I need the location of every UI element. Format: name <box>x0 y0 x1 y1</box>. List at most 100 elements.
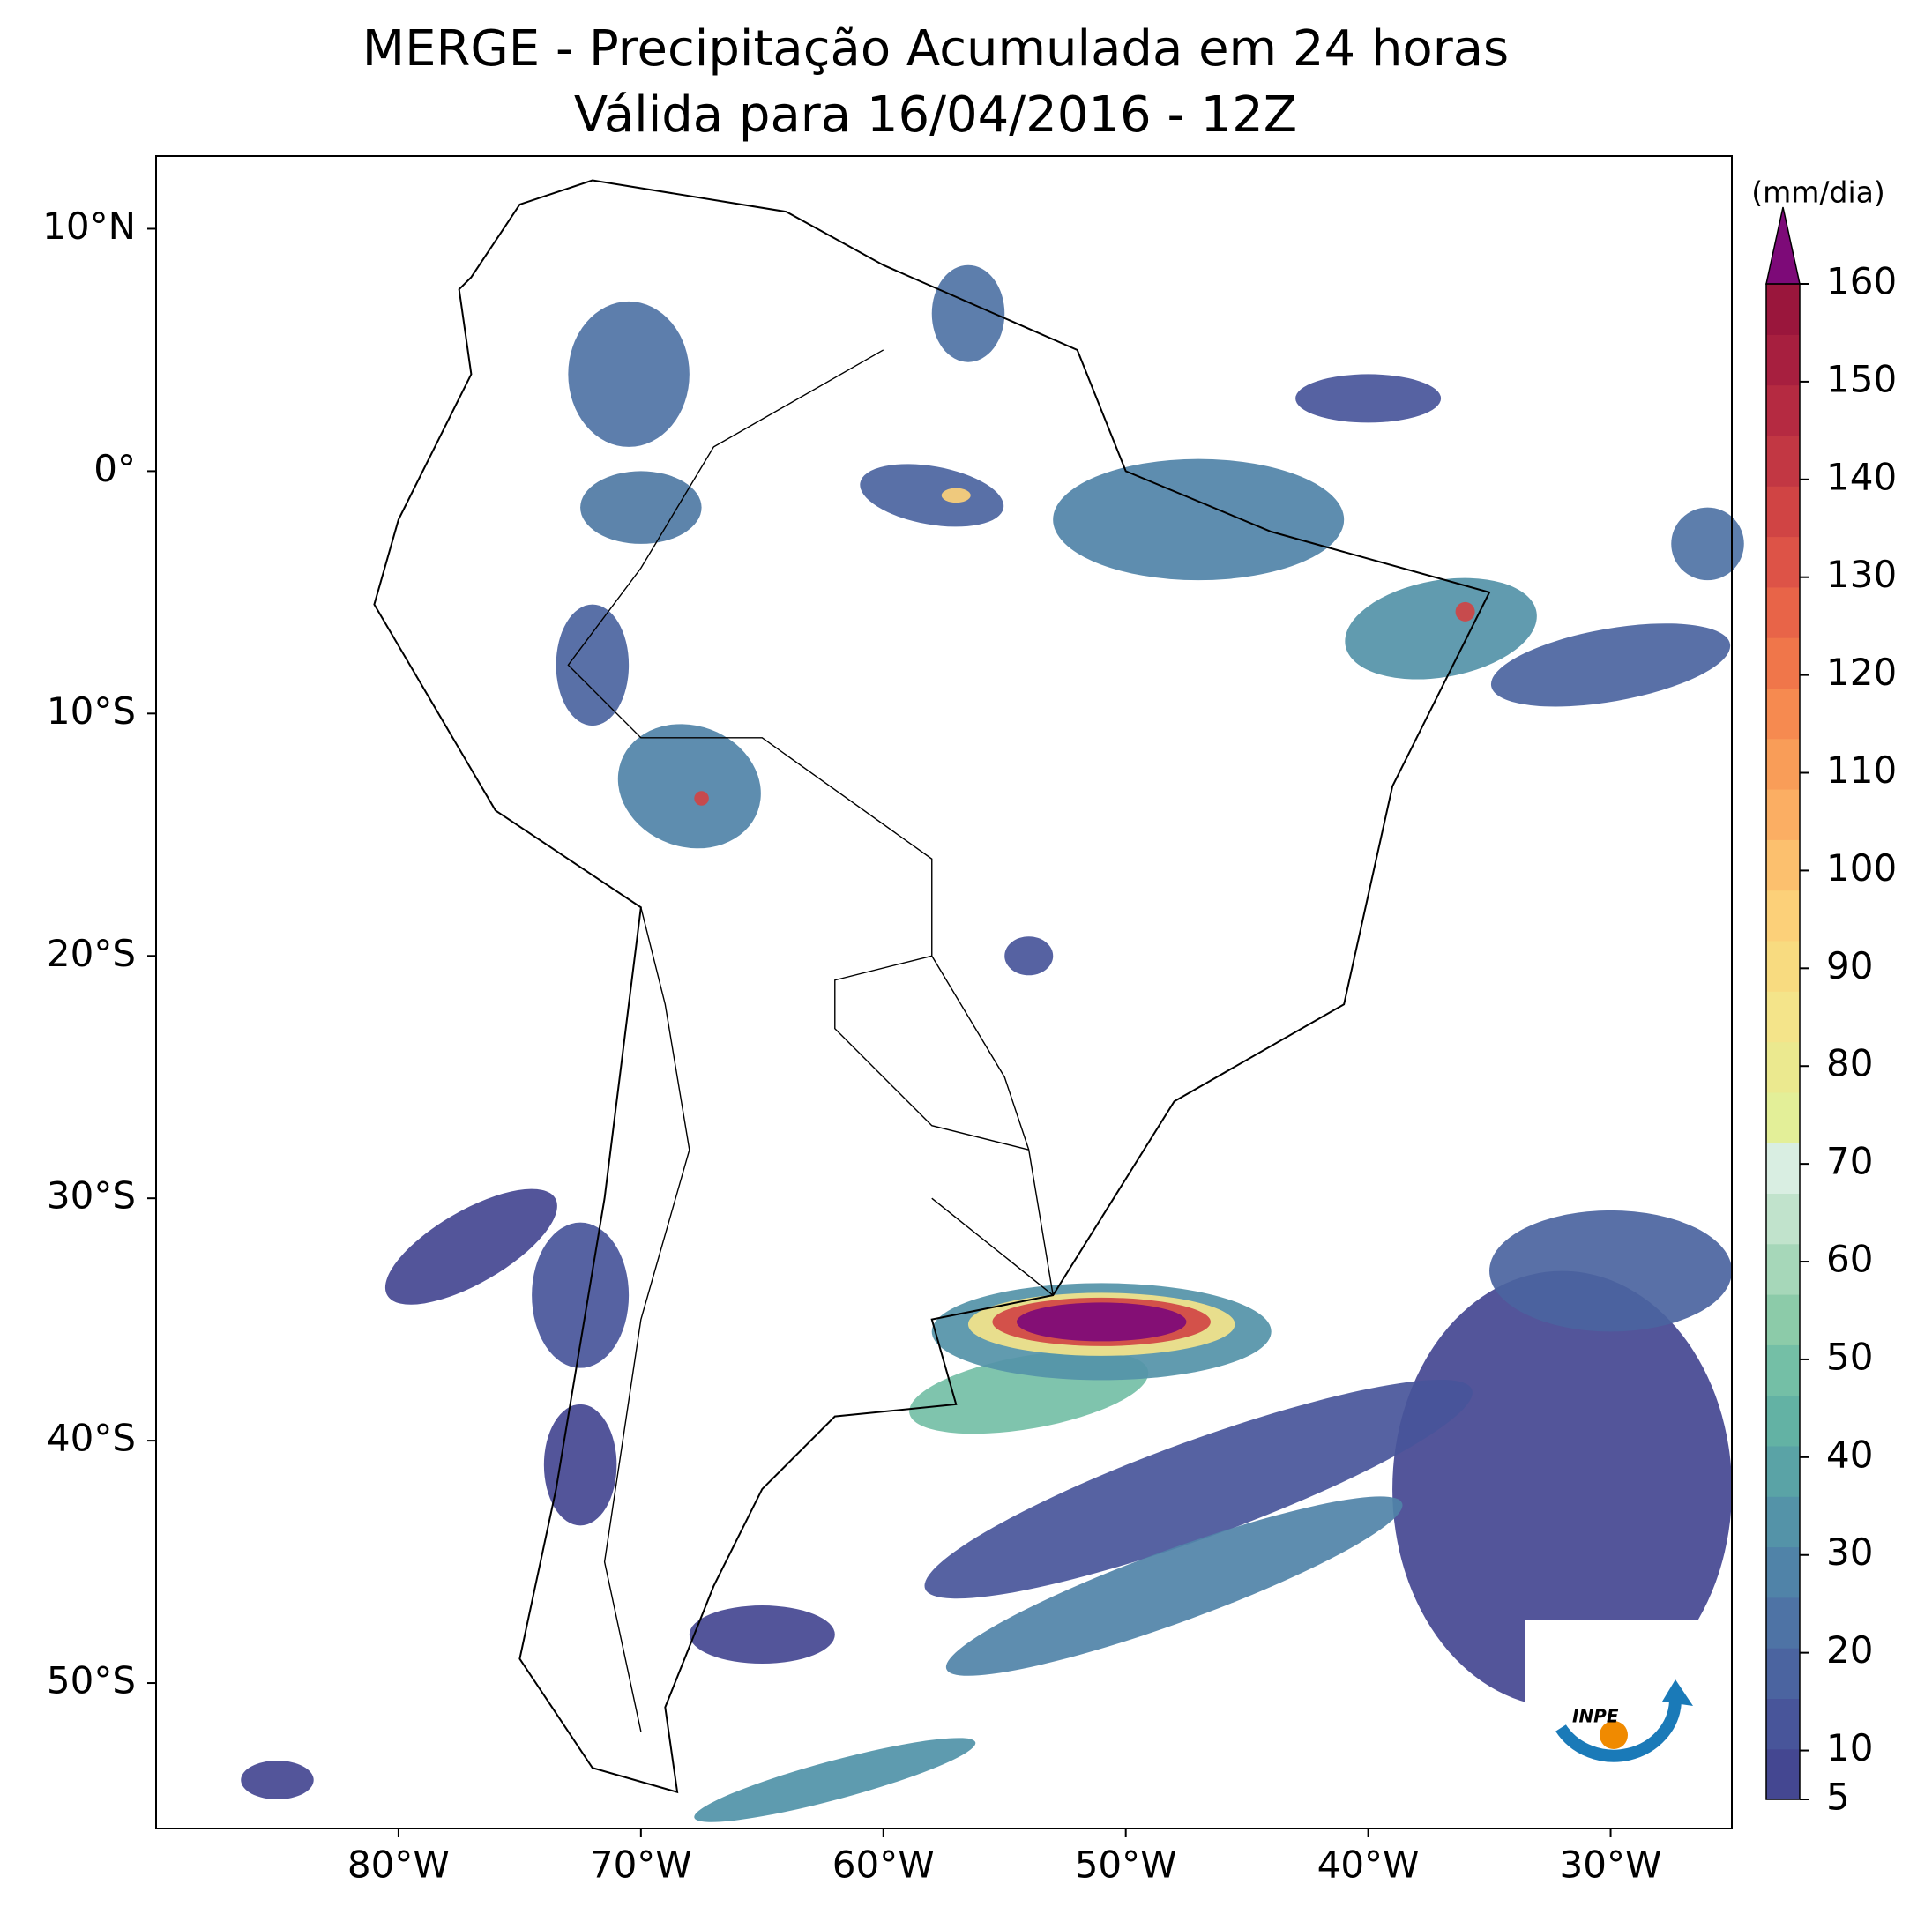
colorbar-tick-label: 160 <box>1826 260 1897 303</box>
colorbar-segment <box>1766 586 1800 638</box>
precip-area <box>1392 1270 1733 1708</box>
colorbar-segment <box>1766 839 1800 891</box>
colorbar-segment <box>1766 1445 1800 1497</box>
border <box>834 955 1029 1151</box>
colorbar-tick-label: 30 <box>1826 1530 1873 1574</box>
colorbar-segment <box>1766 738 1800 790</box>
colorbar-segment <box>1766 536 1800 588</box>
colorbar-tick-label: 110 <box>1826 748 1897 792</box>
colorbar-segment <box>1766 940 1800 992</box>
colorbar-tick-label: 80 <box>1826 1042 1873 1085</box>
y-tick-label: 50°S <box>47 1659 136 1702</box>
colorbar-segment <box>1766 1546 1800 1598</box>
colorbar-tick-label: 40 <box>1826 1433 1873 1476</box>
colorbar-segment <box>1766 384 1800 436</box>
precip-area <box>1490 623 1731 707</box>
precip-area <box>945 1496 1403 1676</box>
colorbar-segment <box>1766 486 1800 538</box>
colorbar-segment <box>1766 1344 1800 1396</box>
precip-area <box>1053 458 1345 581</box>
colorbar-segment <box>1766 334 1800 386</box>
colorbar-tick-label: 100 <box>1826 846 1897 890</box>
colorbar-tick-label: 90 <box>1826 944 1873 987</box>
colorbar-tick-label: 140 <box>1826 455 1897 498</box>
precip-area <box>924 1379 1473 1599</box>
border <box>603 907 690 1732</box>
precip-area <box>568 301 690 447</box>
colorbar-segment <box>1766 637 1800 689</box>
colorbar-tick-label: 10 <box>1826 1726 1873 1769</box>
colorbar-segment <box>1766 435 1800 487</box>
y-tick-label: 10°N <box>42 205 136 248</box>
colorbar-segment <box>1766 1496 1800 1548</box>
colorbar-segment <box>1766 1748 1800 1800</box>
y-tick-label: 20°S <box>47 932 136 975</box>
colorbar-segment <box>1766 1243 1800 1295</box>
colorbar-frame <box>1765 283 1801 1800</box>
colorbar-tick-label: 130 <box>1826 553 1897 596</box>
precip-area <box>689 1605 835 1665</box>
x-tick-label: 80°W <box>347 1843 450 1887</box>
colorbar-segment <box>1766 284 1800 335</box>
precip-area <box>1004 936 1054 976</box>
colorbar-tick-label: 50 <box>1826 1335 1873 1378</box>
colorbar-segment <box>1766 1091 1800 1143</box>
precip-area <box>617 724 761 849</box>
x-tick-label: 70°W <box>590 1843 692 1887</box>
precip-area <box>1345 577 1537 680</box>
x-tick-label: 60°W <box>832 1843 935 1887</box>
precip-area <box>1455 601 1475 622</box>
colorbar-tick-label: 120 <box>1826 651 1897 694</box>
precip-area <box>556 604 630 726</box>
y-tick-label: 30°S <box>47 1174 136 1218</box>
logo-text: INPE <box>1572 1706 1619 1727</box>
colorbar-segment <box>1766 1597 1800 1649</box>
border <box>931 1197 1054 1296</box>
title: MERGE - Precipitação Acumulada em 24 hor… <box>362 20 1509 78</box>
colorbar-segment <box>1766 688 1800 740</box>
x-tick-label: 40°W <box>1317 1843 1420 1887</box>
colorbar-segment <box>1766 1041 1800 1093</box>
precip-area <box>941 488 971 503</box>
precip-area <box>543 1404 617 1526</box>
precip-area <box>1671 507 1744 581</box>
colorbar-extend <box>1765 206 1801 285</box>
precip-area <box>1016 1302 1187 1342</box>
colorbar-label: (mm/dia) <box>1751 175 1885 210</box>
colorbar-tick-label: 20 <box>1826 1628 1873 1672</box>
colorbar-segment <box>1766 991 1800 1043</box>
x-tick-label: 30°W <box>1560 1843 1662 1887</box>
precip-area <box>384 1188 557 1305</box>
logo-arc <box>1555 1701 1682 1762</box>
y-tick-label: 10°S <box>47 689 136 733</box>
colorbar-segment <box>1766 789 1800 840</box>
colorbar-segment <box>1766 1143 1800 1194</box>
colorbar-segment <box>1766 1395 1800 1447</box>
precip-area <box>532 1222 630 1368</box>
y-tick-label: 40°S <box>47 1417 136 1460</box>
colorbar-tick-label: 60 <box>1826 1238 1873 1281</box>
y-tick-label: 0° <box>93 447 136 490</box>
colorbar-segment <box>1766 890 1800 942</box>
precip-area <box>241 1761 314 1800</box>
colorbar-segment <box>1766 1193 1800 1245</box>
border <box>567 349 1054 1296</box>
logo-arrow <box>1662 1679 1693 1706</box>
precip-area <box>694 1738 976 1822</box>
map <box>241 179 1744 1822</box>
coastline <box>373 179 1491 1794</box>
precip-area <box>931 264 1005 362</box>
colorbar-tick-label: 150 <box>1826 357 1897 400</box>
logo-dot <box>1600 1721 1628 1749</box>
colorbar-segment <box>1766 1648 1800 1699</box>
subtitle: Válida para 16/04/2016 - 12Z <box>574 86 1297 144</box>
x-tick-label: 50°W <box>1075 1843 1177 1887</box>
precip-area <box>1295 374 1442 423</box>
precip-area <box>694 791 709 806</box>
colorbar-segment <box>1766 1698 1800 1750</box>
precip-area <box>1489 1210 1733 1332</box>
colorbar-tick-label: 70 <box>1826 1140 1873 1183</box>
map-frame <box>155 155 1733 1829</box>
precip-area <box>580 471 702 544</box>
